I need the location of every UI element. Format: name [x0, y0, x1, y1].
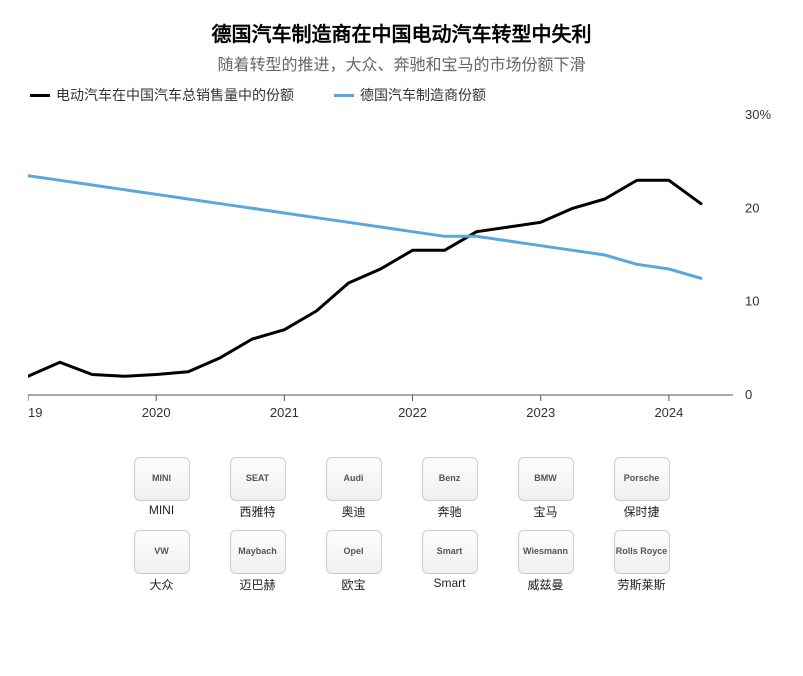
brand-row: VW 大众 Maybach 迈巴赫 Opel 欧宝 Smart Smart Wiesmann 威兹…	[122, 530, 682, 593]
brand-name-label: 奔驰	[410, 503, 490, 520]
brand-row: MINI MINI SEAT 西雅特 Audi 奥迪 Benz 奔驰 BMW 宝马 Porsche 保…	[122, 457, 682, 520]
brand-logo-icon: Rolls Royce	[614, 530, 670, 574]
legend-label-1: 电动汽车在中国汽车总销售量中的份额	[56, 85, 294, 105]
brand-item: Smart Smart	[410, 530, 490, 593]
y-tick-label: 10	[745, 294, 759, 309]
chart-subtitle: 随着转型的推进，大众、奔驰和宝马的市场份额下滑	[28, 51, 775, 75]
series-german_share	[28, 176, 701, 279]
x-tick-label: 2024	[654, 405, 683, 420]
brand-logo-icon: Porsche	[614, 457, 670, 501]
brand-item: Wiesmann 威兹曼	[506, 530, 586, 593]
brand-logo-icon: Benz	[422, 457, 478, 501]
legend-swatch-2	[334, 94, 354, 97]
x-tick-label: 2019	[28, 405, 42, 420]
x-tick-label: 2022	[398, 405, 427, 420]
x-tick-label: 2020	[142, 405, 171, 420]
y-tick-label: 20	[745, 200, 759, 215]
brand-item: VW 大众	[122, 530, 202, 593]
brand-item: Benz 奔驰	[410, 457, 490, 520]
brand-item: Porsche 保时捷	[602, 457, 682, 520]
chart-title: 德国汽车制造商在中国电动汽车转型中失利	[28, 18, 775, 47]
legend-swatch-1	[30, 94, 50, 97]
y-tick-label: 30%	[745, 107, 771, 122]
line-chart: 0 10 20 30% 2019 2020 2021 2022 2023 2024	[28, 105, 775, 445]
brand-item: Rolls Royce 劳斯莱斯	[602, 530, 682, 593]
legend-item-german-share: 德国汽车制造商份额	[334, 85, 486, 105]
brand-logo-icon: Smart	[422, 530, 478, 574]
brand-name-label: 劳斯莱斯	[602, 576, 682, 593]
brand-logo-icon: BMW	[518, 457, 574, 501]
y-tick-label: 0	[745, 387, 752, 402]
brand-item: BMW 宝马	[506, 457, 586, 520]
brand-name-label: 迈巴赫	[218, 576, 298, 593]
x-tick-label: 2021	[270, 405, 299, 420]
brand-grid: MINI MINI SEAT 西雅特 Audi 奥迪 Benz 奔驰 BMW 宝马 Porsche 保…	[122, 457, 682, 593]
brand-name-label: 西雅特	[218, 503, 298, 520]
brand-item: Audi 奥迪	[314, 457, 394, 520]
brand-name-label: 欧宝	[314, 576, 394, 593]
brand-name-label: 保时捷	[602, 503, 682, 520]
brand-name-label: 宝马	[506, 503, 586, 520]
brand-item: Opel 欧宝	[314, 530, 394, 593]
brand-logo-icon: Audi	[326, 457, 382, 501]
brand-logo-icon: MINI	[134, 457, 190, 501]
series-ev_share	[28, 180, 701, 376]
brand-logo-icon: SEAT	[230, 457, 286, 501]
brand-name-label: MINI	[122, 503, 202, 517]
brand-item: SEAT 西雅特	[218, 457, 298, 520]
legend-label-2: 德国汽车制造商份额	[360, 85, 486, 105]
brand-logo-icon: Opel	[326, 530, 382, 574]
legend: 电动汽车在中国汽车总销售量中的份额 德国汽车制造商份额	[30, 85, 775, 105]
legend-item-ev-share: 电动汽车在中国汽车总销售量中的份额	[30, 85, 294, 105]
brand-logo-icon: VW	[134, 530, 190, 574]
brand-name-label: 大众	[122, 576, 202, 593]
brand-logo-icon: Wiesmann	[518, 530, 574, 574]
brand-item: Maybach 迈巴赫	[218, 530, 298, 593]
brand-name-label: 奥迪	[314, 503, 394, 520]
brand-item: MINI MINI	[122, 457, 202, 520]
brand-logo-icon: Maybach	[230, 530, 286, 574]
brand-name-label: Smart	[410, 576, 490, 590]
x-tick-label: 2023	[526, 405, 555, 420]
brand-name-label: 威兹曼	[506, 576, 586, 593]
